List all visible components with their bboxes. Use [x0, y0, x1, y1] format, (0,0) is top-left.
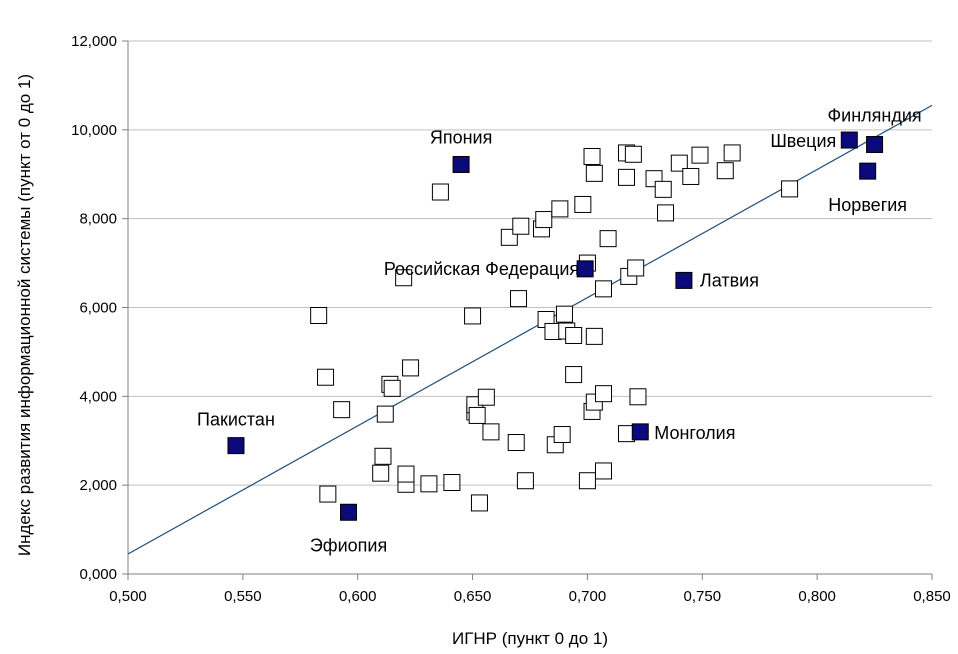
data-point — [599, 230, 617, 248]
data-point — [310, 306, 328, 324]
data-point — [470, 494, 488, 512]
x-tick-label: 0,750 — [684, 588, 722, 605]
data-point — [578, 472, 596, 490]
point-label: Пакистан — [197, 410, 275, 430]
y-tick-label: 2,000 — [79, 477, 117, 494]
data-point — [535, 211, 553, 229]
data-point — [464, 307, 482, 325]
x-tick-label: 0,800 — [798, 588, 836, 605]
data-point — [402, 359, 420, 377]
data-point — [657, 204, 675, 222]
data-point — [553, 426, 571, 444]
data-point — [595, 462, 613, 480]
trendline — [127, 104, 933, 555]
y-tick-label: 4,000 — [79, 388, 117, 405]
highlighted-point — [452, 155, 470, 173]
data-point — [397, 465, 415, 483]
data-point — [482, 423, 500, 441]
data-point — [670, 154, 688, 172]
point-label: Норвегия — [828, 195, 907, 215]
y-tick-label: 8,000 — [79, 211, 117, 228]
highlighted-point — [340, 503, 358, 521]
highlighted-point — [227, 437, 245, 455]
highlighted-points: Пакистан Эфиопия Япония Российская Федераци… — [197, 105, 922, 555]
y-tick-label: 0,000 — [79, 566, 117, 583]
data-point — [372, 464, 390, 482]
y-tick-label: 6,000 — [79, 300, 117, 317]
x-tick-labels: 0,500 0,550 0,600 0,650 0,700 0,750 0,800 0,850 — [109, 588, 951, 605]
x-tick-label: 0,700 — [569, 588, 607, 605]
data-point — [617, 168, 635, 186]
data-point — [627, 259, 645, 277]
y-tick-labels: 0,000 2,000 4,000 6,000 8,000 10,000 12,000 — [71, 33, 117, 583]
point-label: Финляндия — [827, 105, 921, 125]
data-point — [555, 305, 573, 323]
x-tick-label: 0,550 — [224, 588, 262, 605]
y-tick-label: 12,000 — [71, 33, 117, 50]
gridlines — [128, 40, 932, 575]
data-point — [477, 388, 495, 406]
highlighted-point — [576, 260, 594, 278]
data-points — [310, 144, 799, 512]
x-tick-label: 0,500 — [109, 588, 147, 605]
point-label: Япония — [430, 127, 493, 147]
axes — [122, 40, 933, 580]
data-point — [551, 200, 569, 218]
y-axis-title: Индекс развития информационной системы (… — [15, 74, 34, 556]
data-point — [431, 183, 449, 201]
data-point — [376, 405, 394, 423]
data-point — [583, 147, 601, 165]
data-point — [624, 145, 642, 163]
data-point — [629, 388, 647, 406]
data-point — [716, 162, 734, 180]
x-tick-label: 0,600 — [339, 588, 377, 605]
highlighted-point — [859, 162, 877, 180]
trendline-group — [127, 104, 933, 555]
data-point — [516, 472, 534, 490]
data-point — [395, 269, 413, 287]
data-point — [319, 485, 337, 503]
data-point — [565, 366, 583, 384]
data-point — [654, 180, 672, 198]
data-point — [595, 385, 613, 403]
x-axis-title: ИГНР (пункт 0 до 1) — [452, 629, 608, 648]
highlighted-point — [840, 131, 858, 149]
data-point — [510, 290, 528, 308]
point-label: Монголия — [654, 423, 735, 443]
data-point — [691, 146, 709, 164]
data-point — [574, 195, 592, 213]
data-point — [507, 434, 525, 452]
data-point — [723, 144, 741, 162]
data-point — [383, 379, 401, 397]
point-label: Швеция — [770, 131, 836, 151]
data-point — [420, 475, 438, 493]
data-point — [781, 180, 799, 198]
data-point — [333, 401, 351, 419]
point-label: Российская Федерация — [384, 259, 579, 279]
data-point — [443, 474, 461, 492]
highlighted-point — [631, 423, 649, 441]
point-label: Латвия — [700, 270, 759, 290]
x-tick-label: 0,850 — [913, 588, 951, 605]
y-tick-label: 10,000 — [71, 122, 117, 139]
data-point — [374, 447, 392, 465]
data-point — [468, 406, 486, 424]
point-label: Эфиопия — [310, 535, 387, 555]
data-point — [512, 217, 530, 235]
data-point — [317, 368, 335, 386]
data-point — [585, 164, 603, 182]
data-point — [595, 280, 613, 298]
highlighted-point — [675, 271, 693, 289]
data-point — [682, 167, 700, 185]
data-point — [585, 327, 603, 345]
data-point — [565, 326, 583, 344]
x-tick-label: 0,650 — [454, 588, 492, 605]
highlighted-point — [866, 135, 884, 153]
